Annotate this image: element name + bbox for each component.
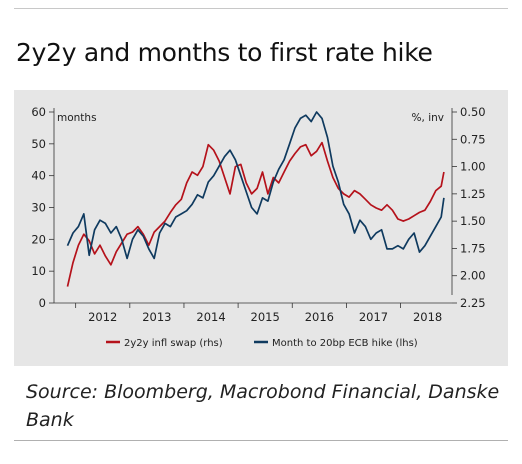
right-tick-label: 1.75 (460, 241, 486, 255)
right-tick-label: 2.00 (460, 269, 486, 283)
source-note: Source: Bloomberg, Macrobond Financial, … (26, 381, 500, 431)
right-tick-label: 0.50 (460, 105, 486, 119)
line-chart: 0 10 20 30 40 50 60 0.50 0.75 1.00 1.25 1.50 1.75 2.0… (31, 105, 486, 349)
left-tick-label: 10 (31, 264, 46, 278)
left-tick-label: 50 (31, 137, 46, 151)
left-axis-unit: months (57, 112, 97, 124)
left-tick-label: 0 (39, 296, 46, 310)
chart-title: 2y2y and months to first rate hike (16, 38, 433, 67)
x-tick-label: 2013 (142, 310, 171, 324)
x-tick-label: 2014 (196, 310, 225, 324)
left-tick-label: 20 (31, 232, 46, 246)
right-axis-unit: %, inv (412, 112, 444, 124)
right-tick-label: 2.25 (460, 296, 486, 310)
right-tick-label: 1.25 (460, 187, 486, 201)
bottom-divider (14, 440, 508, 441)
left-tick-label: 40 (31, 169, 46, 183)
chart-frame: 2y2y and months to first rate hike 0 10 20… (14, 8, 508, 452)
x-tick-label: 2017 (359, 310, 388, 324)
series-line-months-to-hike (66, 111, 445, 260)
x-tick-label: 2012 (88, 310, 117, 324)
x-tick-label: 2015 (251, 310, 280, 324)
chart-panel: 0 10 20 30 40 50 60 0.50 0.75 1.00 1.25 1.50 1.75 2.0… (14, 90, 508, 366)
legend-label-months: Month to 20bp ECB hike (lhs) (272, 338, 418, 349)
x-tick-label: 2016 (305, 310, 334, 324)
right-tick-label: 0.75 (460, 132, 486, 146)
x-tick-label: 2018 (413, 310, 442, 324)
left-tick-label: 60 (31, 105, 46, 119)
legend-label-2y2y: 2y2y infl swap (rhs) (124, 338, 223, 349)
top-divider (14, 8, 508, 9)
left-tick-label: 30 (31, 201, 46, 215)
series-line-2y2y-swap (66, 141, 445, 287)
right-tick-label: 1.50 (460, 214, 486, 228)
right-tick-label: 1.00 (460, 160, 486, 174)
